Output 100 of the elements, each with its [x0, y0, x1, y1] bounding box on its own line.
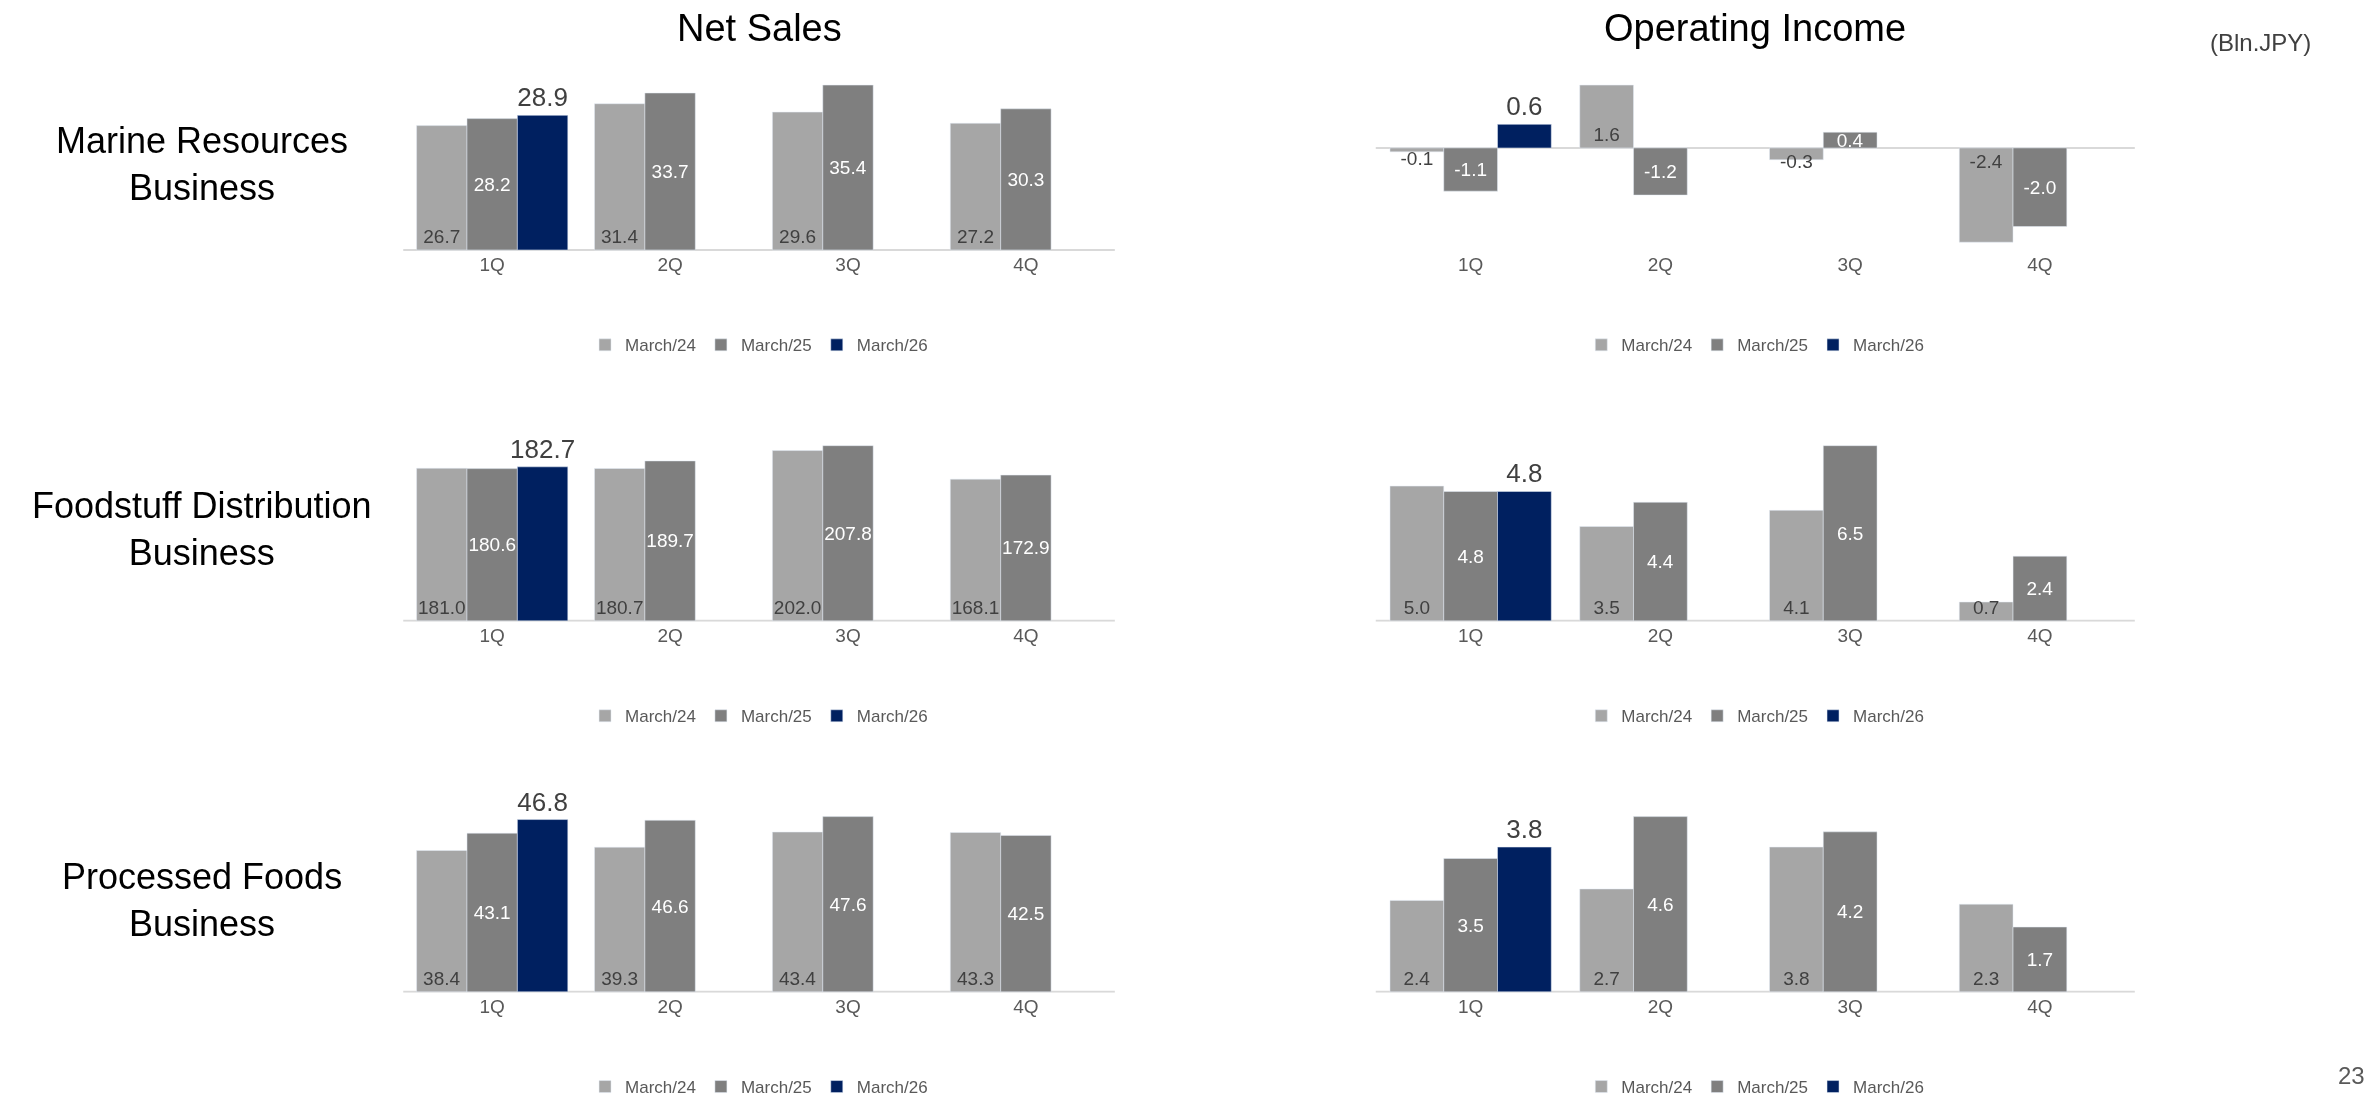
data-label: -0.1 [1400, 147, 1434, 169]
legend-label: March/26 [1853, 1078, 1924, 1098]
data-label: 168.1 [951, 596, 1000, 618]
legend-label: March/25 [740, 1078, 812, 1098]
data-label: 42.5 [1007, 903, 1045, 925]
data-label: 207.8 [824, 522, 872, 544]
y-axis-title: Foodstuff Distribution Business [32, 485, 372, 573]
data-label: 6.5 [1836, 522, 1864, 544]
legend-label: March/24 [625, 1078, 696, 1098]
data-label: 43.4 [778, 967, 817, 989]
y-axis-title: Marine Resources Business [56, 120, 349, 208]
x-tick-label: 4Q [2027, 253, 2053, 275]
data-label: 1.7 [2026, 948, 2054, 970]
x-tick-label: 1Q [479, 253, 505, 275]
x-tick-label: 3Q [835, 995, 861, 1017]
legend-label: March/24 [1621, 707, 1693, 727]
data-label: 4.1 [1783, 596, 1810, 618]
data-label: 189.7 [646, 530, 694, 552]
data-label: 5.0 [1403, 596, 1431, 618]
text: (Bln.JPY) [2210, 29, 2312, 56]
data-label: 3.5 [1593, 596, 1620, 618]
data-label: 4.4 [1646, 551, 1674, 573]
legend-label: March/25 [740, 336, 812, 356]
legend-label: March/25 [740, 707, 812, 727]
data-label: -1.2 [1644, 161, 1677, 183]
chart-title: Operating Income [1604, 7, 1907, 49]
legend-label: March/26 [856, 1078, 928, 1098]
x-tick-label: 4Q [1013, 995, 1039, 1017]
x-tick-label: 2Q [657, 995, 683, 1017]
x-tick-label: 1Q [479, 624, 505, 646]
data-label: 46.6 [651, 895, 689, 917]
text: 23 [2338, 1062, 2365, 1089]
data-label: 29.6 [779, 225, 817, 247]
x-tick-label: 1Q [1457, 624, 1484, 646]
data-label: -2.0 [2023, 176, 2057, 198]
x-tick-label: 2Q [657, 253, 683, 275]
legend-label: March/26 [1853, 707, 1924, 727]
data-label: 43.1 [473, 901, 511, 923]
data-label: 172.9 [1002, 537, 1050, 559]
chart-title: Net Sales [677, 7, 842, 49]
legend-label: March/25 [1737, 1078, 1809, 1098]
x-tick-label: 1Q [1457, 253, 1484, 275]
data-label: 4.8 [1506, 458, 1543, 489]
x-tick-label: 4Q [1013, 624, 1039, 646]
legend-label: March/26 [1853, 336, 1924, 356]
legend-label: March/25 [1737, 336, 1809, 356]
data-label: 2.7 [1593, 967, 1620, 989]
x-tick-label: 4Q [2027, 624, 2053, 646]
legend-label: March/24 [1621, 336, 1693, 356]
data-label: 30.3 [1007, 168, 1045, 190]
x-tick-label: 3Q [835, 624, 861, 646]
data-label: 39.3 [601, 967, 639, 989]
data-label: 4.8 [1457, 545, 1484, 567]
data-label: 4.2 [1836, 901, 1864, 923]
x-tick-label: 3Q [835, 253, 861, 275]
x-tick-label: 1Q [479, 995, 505, 1017]
x-tick-label: 4Q [2027, 995, 2053, 1017]
data-label: 202.0 [773, 596, 822, 618]
data-label: 180.6 [468, 534, 516, 556]
x-tick-label: 2Q [1647, 995, 1674, 1017]
data-label: 180.7 [595, 596, 644, 618]
data-label: 33.7 [651, 160, 689, 182]
x-tick-label: 3Q [1837, 624, 1863, 646]
data-label: 38.4 [423, 967, 461, 989]
legend-label: March/26 [856, 336, 928, 356]
legend-label: March/26 [856, 707, 928, 727]
legend-label: March/24 [625, 707, 696, 727]
data-label: 0.6 [1506, 91, 1543, 122]
x-tick-label: 3Q [1837, 253, 1863, 275]
data-label: 26.7 [423, 225, 461, 247]
x-tick-label: 2Q [1647, 253, 1674, 275]
legend-label: March/25 [1737, 707, 1809, 727]
x-tick-label: 1Q [1457, 995, 1484, 1017]
data-label: 2.4 [2026, 578, 2054, 600]
data-label: -0.3 [1780, 150, 1813, 172]
data-label: 28.9 [517, 82, 568, 113]
data-label: 2.4 [1403, 967, 1431, 989]
x-tick-label: 4Q [1013, 253, 1039, 275]
data-label: 31.4 [600, 225, 639, 247]
data-label: 3.8 [1783, 967, 1810, 989]
data-label: 35.4 [829, 157, 867, 179]
data-label: 47.6 [829, 893, 867, 915]
data-label: 0.7 [1972, 596, 2000, 618]
data-label: 3.8 [1506, 814, 1543, 845]
y-axis-title: Processed Foods Business [62, 856, 343, 944]
legend-label: March/24 [1621, 1078, 1693, 1098]
data-label: 1.6 [1593, 123, 1620, 145]
data-label: 27.2 [956, 225, 994, 247]
data-label: 3.5 [1457, 914, 1484, 936]
data-label: 182.7 [510, 433, 576, 464]
data-label: 4.6 [1647, 893, 1674, 915]
data-label: 28.2 [473, 173, 511, 195]
data-label: -1.1 [1454, 159, 1488, 181]
data-label: 43.3 [956, 967, 994, 989]
legend-label: March/24 [625, 336, 696, 356]
data-label: 46.8 [517, 786, 568, 817]
data-label: 2.3 [1972, 967, 2000, 989]
x-tick-label: 2Q [657, 624, 683, 646]
data-label: 0.4 [1836, 129, 1864, 151]
x-tick-label: 2Q [1647, 624, 1674, 646]
